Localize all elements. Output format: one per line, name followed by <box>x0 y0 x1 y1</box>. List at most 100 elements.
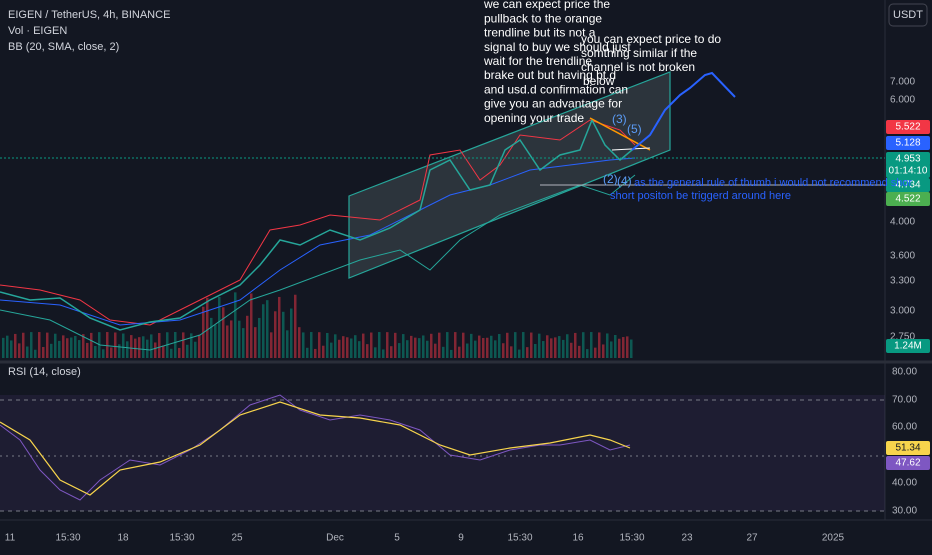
volume-bar <box>314 348 317 358</box>
volume-bar <box>266 300 269 358</box>
time-label: 15:30 <box>619 533 644 544</box>
trendline-white <box>611 147 651 151</box>
volume-bar <box>122 333 125 358</box>
badge-text: 5.128 <box>895 138 920 149</box>
volume-bar <box>138 337 141 358</box>
volume-bar <box>186 344 189 358</box>
volume-bar <box>546 335 549 358</box>
rsi-label: 80.00 <box>892 367 917 378</box>
price-path <box>0 118 633 331</box>
price-label: 2.750 <box>890 332 915 343</box>
volume-bar <box>214 324 217 358</box>
volume-bar <box>626 336 629 358</box>
note-line: opening your trade <box>484 111 584 125</box>
volume-bar <box>274 311 277 358</box>
rsi-band <box>0 395 885 511</box>
volume-bar <box>86 342 89 358</box>
volume-bar <box>10 340 13 358</box>
volume-bar <box>350 338 353 358</box>
volume-bar <box>126 341 129 358</box>
time-label: 25 <box>231 533 243 544</box>
volume-bar <box>322 345 325 358</box>
volume-bar <box>74 335 77 358</box>
volume-bar <box>146 339 149 358</box>
volume-bar <box>466 343 469 358</box>
rsi-label: 40.00 <box>892 478 917 489</box>
volume-bar <box>470 333 473 358</box>
badge-text: 4.734 <box>895 180 920 191</box>
volume-bar <box>414 337 417 358</box>
volume-bar <box>170 348 173 358</box>
volume-bar <box>218 296 221 358</box>
volume-bar <box>366 344 369 358</box>
note-line: pullback to the orange <box>484 11 602 25</box>
time-label: 9 <box>458 533 464 544</box>
currency-button[interactable] <box>888 3 928 27</box>
volume-bar <box>462 332 465 358</box>
volume-bar <box>18 343 21 358</box>
volume-bar <box>326 332 329 358</box>
volume-bar <box>358 341 361 358</box>
wave-label: (2) <box>603 172 618 186</box>
rsi-label: 70.00 <box>892 395 917 406</box>
volume-bar <box>94 346 97 358</box>
volume-bar <box>610 341 613 358</box>
badge-text: 51.34 <box>895 443 920 454</box>
note-line: channel is not broken <box>581 60 695 74</box>
note-line: brake out but having bt.d <box>484 68 616 82</box>
volume-bar <box>486 337 489 358</box>
volume-bar <box>182 332 185 358</box>
note-line: trendline but its not a <box>484 26 596 40</box>
currency[interactable]: USDT <box>893 9 923 21</box>
volume-bar <box>398 343 401 358</box>
bb-upper <box>0 119 636 326</box>
symbol: EIGEN / TetherUS, 4h, BINANCE <box>8 9 170 21</box>
volume-bar <box>118 344 121 358</box>
volume-bar <box>222 307 225 358</box>
volume-bar <box>142 336 145 358</box>
volume-bar <box>450 349 453 358</box>
volume-bar <box>406 340 409 358</box>
volume-bar <box>614 334 617 358</box>
volume-bar <box>174 332 177 358</box>
time-label: 18 <box>117 533 129 544</box>
volume-bar <box>150 334 153 358</box>
volume-bar <box>190 333 193 358</box>
volume-bar <box>390 346 393 358</box>
volume-bar <box>518 349 521 358</box>
volume-bar <box>578 345 581 358</box>
time-label: Dec <box>326 533 344 544</box>
time-label: 5 <box>394 533 400 544</box>
badge-text: 4.953 <box>895 154 920 165</box>
volume-bar <box>622 337 625 358</box>
volume-bar <box>534 343 537 358</box>
volume-bar <box>586 349 589 358</box>
blue-note: short positon be triggerd around here <box>610 190 791 202</box>
volume-bar <box>598 332 601 358</box>
rsi-label: 30.00 <box>892 506 917 517</box>
volume-bar <box>34 349 37 358</box>
volume-bar <box>258 317 261 358</box>
volume-bar <box>490 335 493 358</box>
volume-bar <box>130 335 133 358</box>
volume-bar <box>458 346 461 358</box>
time-label: 15:30 <box>169 533 194 544</box>
badge-text: 5.522 <box>895 122 920 133</box>
volume-bar <box>278 296 281 358</box>
time-label: 16 <box>572 533 584 544</box>
rsi-ma <box>0 401 631 496</box>
volume-bar <box>290 308 293 358</box>
time-label: 2025 <box>822 533 845 544</box>
bb-lower <box>0 174 636 351</box>
volume-bar <box>338 339 341 358</box>
volume-bar <box>566 334 569 358</box>
volume-bar <box>46 332 49 358</box>
volume-bar <box>334 334 337 358</box>
volume-bar <box>446 332 449 358</box>
price-label: 3.000 <box>890 306 915 317</box>
volume-bar <box>530 332 533 358</box>
volume-bar <box>538 333 541 358</box>
volume-bar <box>234 292 237 358</box>
note-line: signal to buy we should just <box>484 40 631 54</box>
volume-bar <box>30 332 33 358</box>
